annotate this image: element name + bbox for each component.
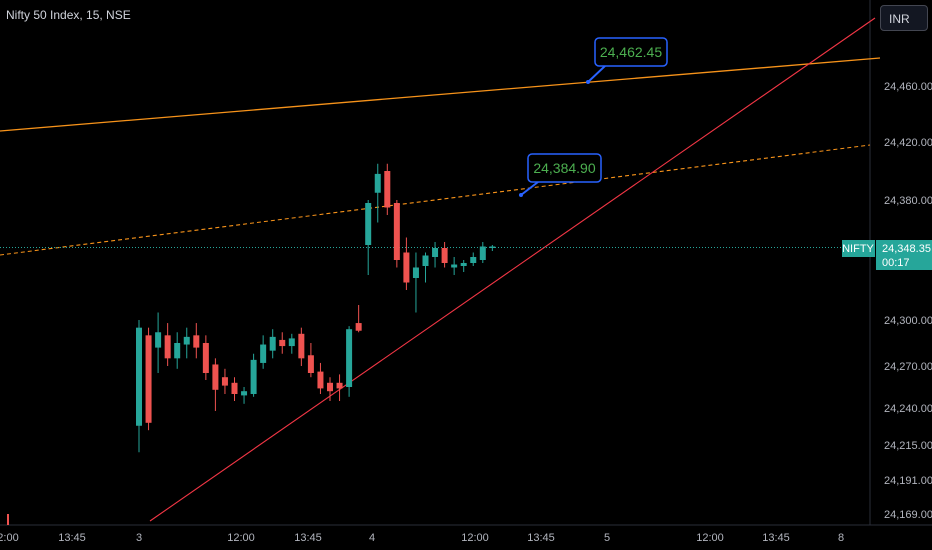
x-tick-label: 13:45 — [527, 532, 555, 544]
x-tick-label: 13:45 — [58, 532, 86, 544]
candle-body — [164, 335, 171, 359]
candle-body — [279, 339, 286, 347]
price-tag — [876, 240, 932, 270]
symbol-tag — [842, 240, 875, 257]
candle-body — [384, 171, 391, 208]
candle-body — [489, 246, 496, 248]
candle-body — [145, 335, 152, 423]
candle-body — [460, 263, 467, 266]
y-tick-label: 24,191.00 — [884, 475, 932, 487]
candle-body — [250, 359, 257, 394]
candle-body — [346, 329, 353, 387]
candle-body — [317, 371, 324, 389]
y-tick-label: 24,420.00 — [884, 137, 932, 149]
callout-upper-pointer — [587, 65, 606, 83]
candle-body — [221, 377, 228, 386]
orange-dashed-trendline — [0, 144, 871, 256]
candle-body — [260, 344, 267, 363]
red-trendline — [149, 17, 876, 522]
symbol-title: Nifty 50 Index, 15, NSE — [6, 8, 131, 22]
candle-body — [307, 355, 314, 373]
candle-body — [374, 173, 381, 193]
candle-body — [212, 364, 219, 390]
x-tick-label: 13:45 — [294, 532, 322, 544]
candle-body — [451, 264, 458, 268]
candle-body — [479, 246, 486, 260]
candle-body — [193, 335, 200, 348]
candle-body — [288, 338, 295, 347]
price-tag-value: 24,348.35 — [882, 243, 931, 255]
candle-body — [432, 248, 439, 257]
y-tick-label: 24,215.00 — [884, 440, 932, 452]
y-tick-label: 24,380.00 — [884, 195, 932, 207]
candle-body — [336, 382, 343, 389]
candle-body — [355, 323, 362, 331]
symbol-tag-label: NIFTY — [842, 243, 874, 255]
y-tick-label: 24,240.00 — [884, 403, 932, 415]
currency-button[interactable]: INR — [880, 5, 928, 31]
callout-lower-pointer — [520, 181, 539, 196]
y-tick-label: 24,270.00 — [884, 361, 932, 373]
candle-body — [231, 382, 238, 394]
x-tick-label: 8 — [838, 532, 844, 544]
candle-body — [202, 343, 209, 373]
candle-body — [136, 327, 142, 426]
candle-body — [298, 333, 305, 359]
callout-lower-box — [527, 153, 602, 183]
x-tick-label: 5 — [604, 532, 610, 544]
candle-body — [174, 343, 181, 359]
x-tick-label: 12:00 — [696, 532, 724, 544]
candle-body — [183, 336, 190, 345]
orange-trendline — [0, 57, 881, 132]
y-tick-label: 24,169.00 — [884, 509, 932, 521]
y-tick-label: 24,300.00 — [884, 315, 932, 327]
candle-body — [412, 267, 419, 278]
callout-upper-label: 24,462.45 — [600, 44, 662, 60]
x-tick-label: 4 — [369, 532, 375, 544]
callout-upper-box — [594, 37, 668, 67]
callout-lower-label: 24,384.90 — [533, 160, 595, 176]
candle-body — [422, 255, 429, 266]
candle-body — [155, 332, 162, 348]
x-tick-label: 2:00 — [0, 532, 19, 544]
x-tick-label: 3 — [136, 532, 142, 544]
x-tick-label: 13:45 — [762, 532, 790, 544]
candle-body — [403, 252, 410, 283]
candle-body — [269, 336, 276, 351]
candle-body — [241, 391, 248, 396]
x-tick-label: 12:00 — [461, 532, 489, 544]
y-tick-label: 24,460.00 — [884, 81, 932, 93]
x-tick-label: 12:00 — [227, 532, 255, 544]
candle-body — [393, 203, 400, 260]
candle-body — [441, 248, 448, 263]
candle-body — [470, 257, 477, 263]
callout-lower-anchor — [519, 193, 523, 197]
candle-body — [365, 203, 372, 245]
price-tag-countdown: 00:17 — [882, 257, 910, 269]
candle-body — [327, 382, 333, 392]
callout-upper-anchor — [586, 80, 590, 84]
